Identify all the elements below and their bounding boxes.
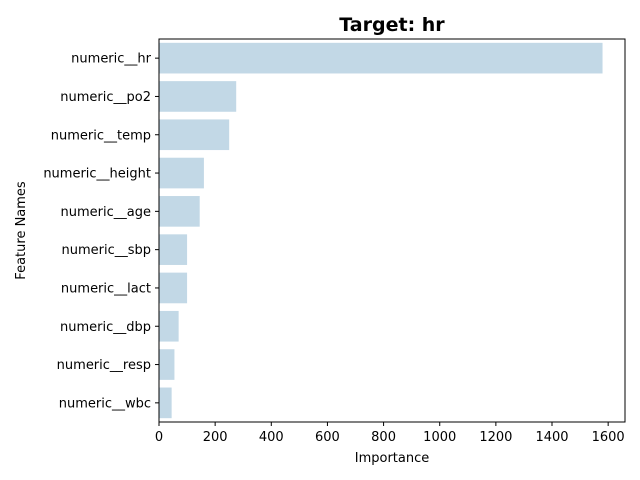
bar-numeric__age bbox=[159, 196, 200, 227]
y-tick-label: numeric__temp bbox=[51, 128, 151, 143]
x-ticks-group: 0 200 400 600 800 1000 1200 1400 1600 bbox=[155, 422, 625, 445]
y-tick-label: numeric__wbc bbox=[59, 396, 151, 411]
bars-group bbox=[159, 42, 603, 419]
x-tick-label: 1400 bbox=[535, 430, 568, 445]
x-tick-label: 800 bbox=[371, 430, 396, 445]
bar-numeric__hr bbox=[159, 42, 603, 74]
bar-numeric__wbc bbox=[159, 387, 172, 419]
chart-title: Target: hr bbox=[339, 14, 445, 36]
x-axis-label: Importance bbox=[355, 451, 430, 466]
bar-numeric__po2 bbox=[159, 81, 237, 112]
bar-numeric__height bbox=[159, 157, 204, 189]
x-tick-label: 200 bbox=[203, 430, 228, 445]
bar-numeric__dbp bbox=[159, 310, 179, 342]
x-tick-label: 400 bbox=[259, 430, 284, 445]
y-tick-label: numeric__hr bbox=[71, 52, 151, 67]
y-tick-label: numeric__dbp bbox=[60, 320, 151, 335]
plot-frame bbox=[158, 38, 626, 423]
bar-numeric__sbp bbox=[159, 234, 188, 265]
y-ticks-group: numeric__hr numeric__po2 numeric__tempnume… bbox=[43, 52, 159, 411]
x-tick-label: 1600 bbox=[592, 430, 625, 445]
x-tick-label: 1000 bbox=[423, 430, 456, 445]
y-axis-label: Feature Names bbox=[14, 181, 29, 280]
x-tick-label: 1200 bbox=[479, 430, 512, 445]
y-tick-label: numeric__height bbox=[43, 167, 151, 182]
y-tick-label: numeric__po2 bbox=[60, 90, 151, 105]
x-tick-label: 0 bbox=[155, 430, 163, 445]
y-tick-label: numeric__lact bbox=[61, 281, 151, 296]
bar-numeric__lact bbox=[159, 272, 188, 304]
y-tick-label: numeric__sbp bbox=[61, 243, 151, 258]
bar-numeric__temp bbox=[159, 119, 230, 151]
y-tick-label: numeric__age bbox=[61, 205, 151, 220]
y-tick-label: numeric__resp bbox=[57, 358, 151, 373]
x-tick-label: 600 bbox=[315, 430, 340, 445]
bar-numeric__resp bbox=[159, 349, 175, 380]
